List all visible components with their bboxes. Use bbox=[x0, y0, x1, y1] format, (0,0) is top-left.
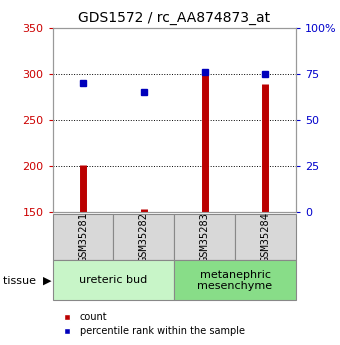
Legend: count, percentile rank within the sample: count, percentile rank within the sample bbox=[57, 312, 245, 336]
Bar bbox=[114, 214, 174, 260]
Bar bbox=[53, 214, 114, 260]
Text: GSM35283: GSM35283 bbox=[200, 212, 210, 262]
Text: ureteric bud: ureteric bud bbox=[79, 275, 148, 285]
Text: GSM35281: GSM35281 bbox=[78, 212, 88, 262]
Text: GSM35284: GSM35284 bbox=[260, 212, 270, 262]
Bar bbox=[174, 260, 296, 300]
Text: tissue  ▶: tissue ▶ bbox=[3, 275, 52, 285]
Bar bbox=[174, 214, 235, 260]
Text: GSM35282: GSM35282 bbox=[139, 212, 149, 262]
Title: GDS1572 / rc_AA874873_at: GDS1572 / rc_AA874873_at bbox=[78, 11, 270, 25]
Bar bbox=[53, 260, 174, 300]
Bar bbox=[235, 214, 296, 260]
Text: metanephric
mesenchyme: metanephric mesenchyme bbox=[198, 269, 273, 291]
